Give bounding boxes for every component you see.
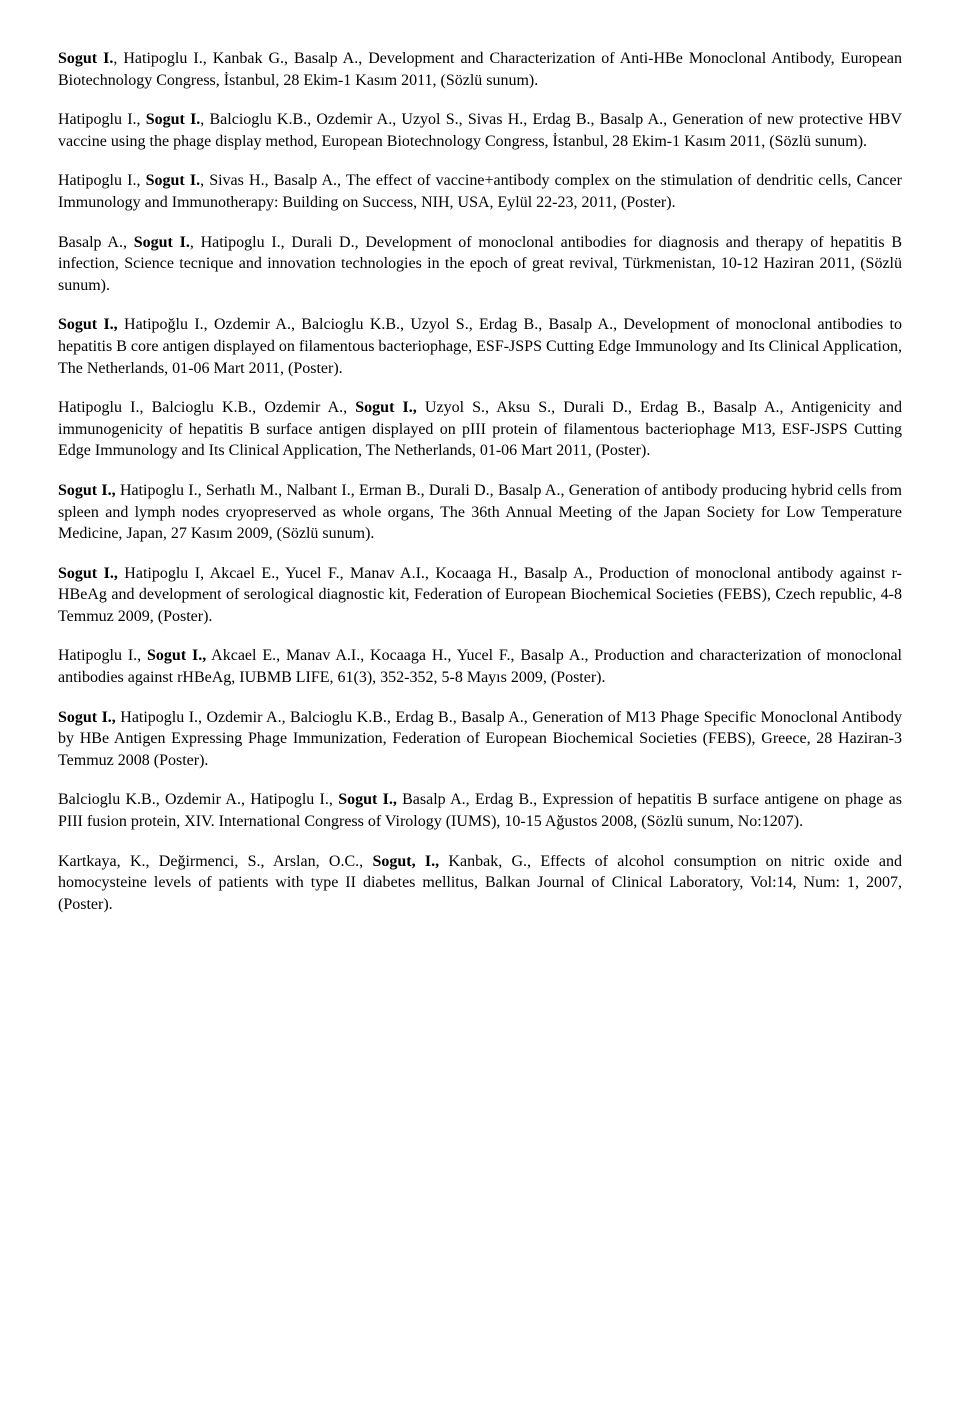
publication-entry: Kartkaya, K., Değirmenci, S., Arslan, O.… (58, 851, 902, 916)
publication-entry: Hatipoglu I., Balcioglu K.B., Ozdemir A.… (58, 397, 902, 462)
publication-entry: Sogut I., Hatipoğlu I., Ozdemir A., Balc… (58, 314, 902, 379)
publication-entry: Sogut I., Hatipoglu I., Serhatlı M., Nal… (58, 480, 902, 545)
publication-entry: Hatipoglu I., Sogut I., Balcioglu K.B., … (58, 109, 902, 152)
publication-entry: Balcioglu K.B., Ozdemir A., Hatipoglu I.… (58, 789, 902, 832)
publication-entry: Hatipoglu I., Sogut I., Akcael E., Manav… (58, 645, 902, 688)
publication-entry: Hatipoglu I., Sogut I., Sivas H., Basalp… (58, 170, 902, 213)
publication-entry: Sogut I., Hatipoglu I, Akcael E., Yucel … (58, 563, 902, 628)
publication-entry: Basalp A., Sogut I., Hatipoglu I., Dural… (58, 232, 902, 297)
publication-entry: Sogut I., Hatipoglu I., Kanbak G., Basal… (58, 48, 902, 91)
publication-entry: Sogut I., Hatipoglu I., Ozdemir A., Balc… (58, 707, 902, 772)
publication-list: Sogut I., Hatipoglu I., Kanbak G., Basal… (58, 48, 902, 915)
